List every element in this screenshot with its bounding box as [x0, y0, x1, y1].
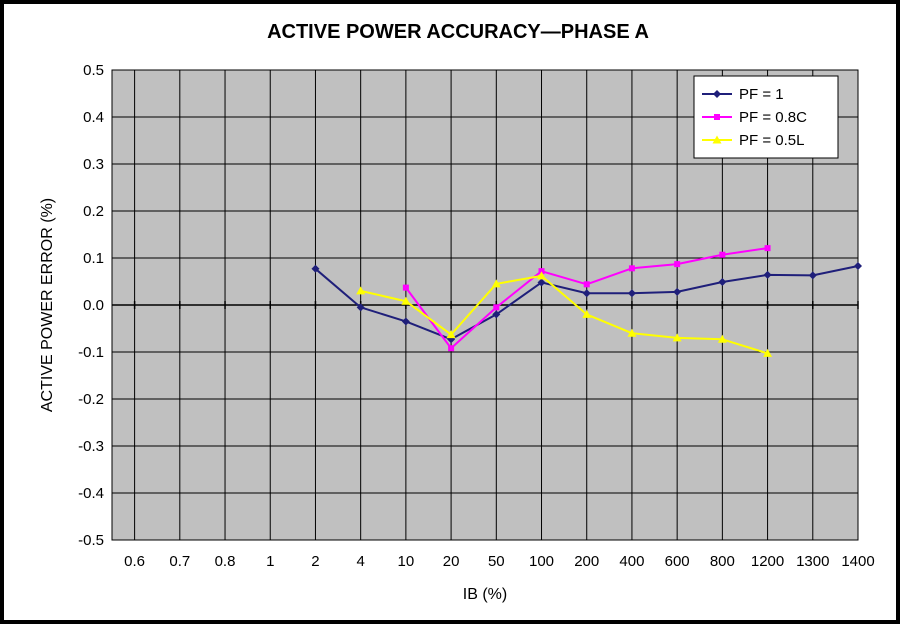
data-point — [673, 287, 682, 296]
series-3 — [356, 271, 773, 357]
x-tick-label: 10 — [398, 553, 415, 570]
data-point — [808, 271, 817, 280]
data-point — [854, 261, 862, 270]
x-tick-label: 4 — [356, 553, 364, 570]
x-tick-label: 600 — [665, 553, 690, 570]
x-axis-label: IB (%) — [463, 586, 507, 603]
data-point — [583, 281, 590, 288]
y-tick-label: -0.2 — [78, 391, 104, 408]
y-tick-label: 0.2 — [83, 203, 104, 220]
data-point — [311, 264, 320, 273]
data-point — [764, 245, 771, 252]
data-series — [311, 245, 862, 357]
legend: PF = 1 PF = 0.8C PF = 0.5L — [693, 75, 839, 159]
x-tick-label: 400 — [619, 553, 644, 570]
data-point — [719, 251, 726, 258]
y-axis-label: ACTIVE POWER ERROR (%) — [39, 198, 56, 412]
legend-label: PF = 1 — [739, 86, 784, 103]
x-tick-label: 0.8 — [215, 553, 236, 570]
y-tick-label: 0.1 — [83, 250, 104, 267]
x-tick-label: 2 — [311, 553, 319, 570]
data-point — [538, 268, 545, 275]
x-tick-label: 50 — [488, 553, 505, 570]
x-tick-label: 1 — [266, 553, 274, 570]
x-tick-label: 20 — [443, 553, 460, 570]
data-point — [491, 279, 501, 288]
y-tick-label: -0.1 — [78, 344, 104, 361]
series-line — [360, 274, 768, 355]
data-point — [713, 90, 721, 98]
data-point — [714, 114, 720, 120]
y-tick-labels: 0.5 0.4 0.3 0.2 0.1 0.0 -0.1 -0.2 -0.3 -0.4 -0.5 — [78, 62, 104, 549]
data-point — [712, 135, 722, 144]
y-tick-label: -0.4 — [78, 485, 104, 502]
x-tick-label: 100 — [529, 553, 554, 570]
x-tick-labels: 0.6 0.7 0.8 1 2 4 10 20 50 100 200 400 600 800 1200 130… — [124, 553, 875, 570]
legend-entry: PF = 0.8C — [702, 109, 807, 126]
legend-label: PF = 0.5L — [739, 132, 804, 149]
x-tick-label: 800 — [710, 553, 735, 570]
data-point — [717, 334, 727, 343]
data-point — [402, 284, 409, 291]
data-point — [493, 304, 500, 311]
y-tick-label: -0.5 — [78, 532, 104, 549]
legend-entry: PF = 1 — [702, 86, 784, 103]
x-tick-label: 1300 — [796, 553, 829, 570]
y-tick-label: 0.0 — [83, 297, 104, 314]
data-point — [627, 328, 637, 337]
legend-label: PF = 0.8C — [739, 109, 807, 126]
data-point — [537, 278, 546, 287]
data-point — [401, 317, 410, 326]
y-tick-label: 0.5 — [83, 62, 104, 79]
data-point — [582, 289, 591, 298]
x-tick-label: 0.7 — [169, 553, 190, 570]
data-point — [537, 271, 547, 280]
x-tick-label: 0.6 — [124, 553, 145, 570]
chart-frame: ACTIVE POWER ACCURACY—PHASE A 0.5 0.4 0.3 0… — [4, 4, 896, 620]
x-tick-label: 1400 — [841, 553, 874, 570]
data-point — [356, 303, 365, 312]
data-point — [627, 289, 636, 298]
data-point — [628, 265, 635, 272]
data-point — [582, 309, 592, 318]
series-2 — [402, 245, 771, 352]
data-point — [674, 261, 681, 268]
series-1 — [311, 261, 862, 344]
chart-title: ACTIVE POWER ACCURACY—PHASE A — [267, 21, 649, 43]
data-point — [492, 310, 501, 319]
legend-entry: PF = 0.5L — [702, 132, 804, 149]
y-tick-label: 0.4 — [83, 109, 104, 126]
data-point — [401, 296, 411, 305]
data-point — [763, 348, 773, 357]
data-point — [446, 330, 456, 339]
data-point — [448, 345, 455, 352]
y-tick-label: -0.3 — [78, 438, 104, 455]
x-tick-label: 1200 — [751, 553, 784, 570]
x-tick-label: 200 — [574, 553, 599, 570]
data-point — [672, 333, 682, 342]
y-tick-label: 0.3 — [83, 156, 104, 173]
data-point — [763, 270, 772, 279]
data-point — [356, 286, 366, 295]
active-power-chart: ACTIVE POWER ACCURACY—PHASE A 0.50.40.30… — [39, 21, 875, 603]
data-point — [718, 277, 727, 286]
